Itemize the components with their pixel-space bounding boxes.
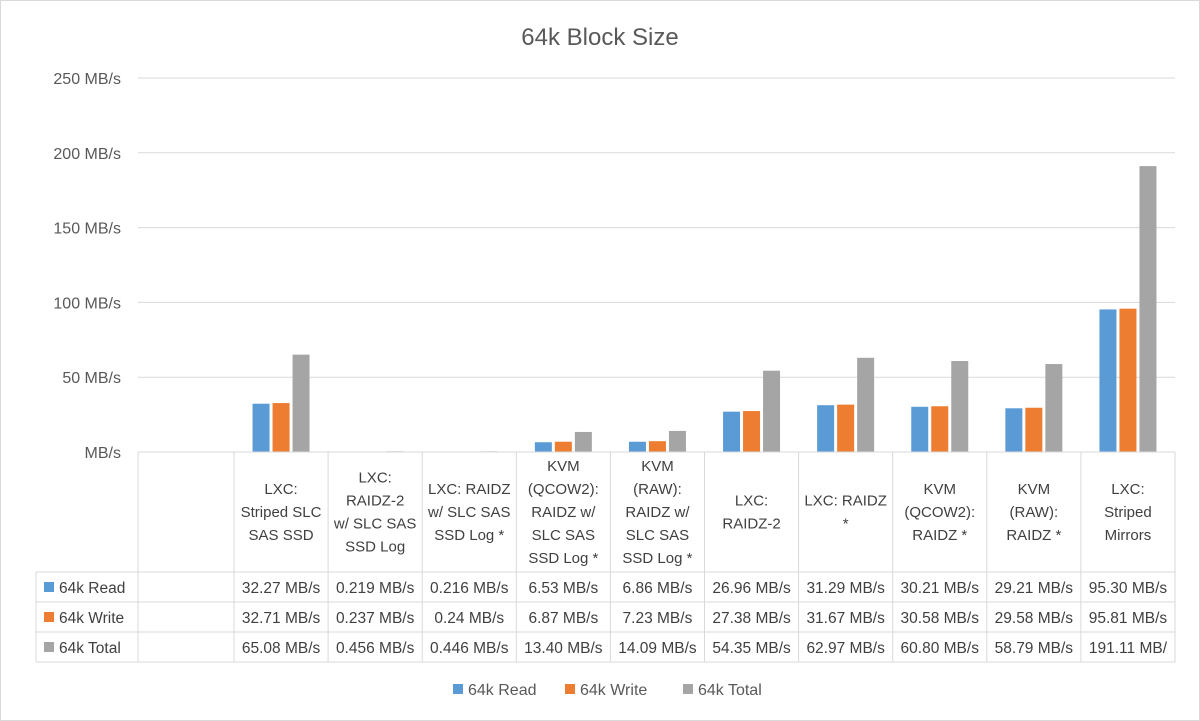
bar — [252, 403, 270, 452]
data-label: 95.30 MB/s — [1089, 580, 1168, 597]
data-label: 32.27 MB/s — [242, 580, 321, 597]
data-label: 191.11 MB/ — [1089, 640, 1168, 657]
legend-key — [565, 684, 575, 694]
bar — [911, 406, 929, 452]
data-label: 65.08 MB/s — [242, 640, 321, 657]
bars — [252, 166, 1157, 453]
data-label: 95.81 MB/s — [1089, 610, 1168, 627]
category-label: LXC: RAIDZ-2 — [722, 493, 780, 533]
y-axis-tick-labels: MB/s 50 MB/s 100 MB/s 150 MB/s 200 MB/s 250 M… — [53, 71, 121, 462]
data-label: 26.96 MB/s — [712, 580, 791, 597]
data-label: 6.87 MB/s — [528, 610, 598, 627]
data-label: 54.35 MB/s — [712, 640, 791, 657]
row-legend-key — [44, 612, 54, 622]
category-label: KVM (RAW): RAIDZ w/SLC SAS SSD Log * — [622, 458, 692, 567]
gridlines — [138, 77, 1175, 378]
row-series-label: 64k Read — [59, 580, 125, 597]
category-label: LXC: RAIDZ-2 w/ SLC SAS SSD Log — [333, 470, 417, 556]
legend-key — [683, 684, 693, 694]
bar — [554, 441, 572, 452]
data-label: 0.237 MB/s — [336, 610, 415, 627]
category-label: KVM (QCOW2): RAIDZ * — [904, 481, 975, 544]
data-label: 6.86 MB/s — [623, 580, 693, 597]
data-label: 7.23 MB/s — [623, 610, 693, 627]
bar — [1099, 309, 1117, 452]
bar — [1045, 364, 1063, 452]
y-tick-label: 150 MB/s — [53, 221, 121, 238]
row-legend-key — [44, 642, 54, 652]
category-label: LXC: RAIDZ * — [804, 493, 887, 533]
data-label: 29.21 MB/s — [995, 580, 1074, 597]
data-label: 30.58 MB/s — [901, 610, 980, 627]
data-label: 0.24 MB/s — [434, 610, 504, 627]
bar — [837, 404, 855, 452]
chart-title: 64k Block Size — [521, 24, 678, 51]
data-label: 13.40 MB/s — [524, 640, 603, 657]
row-legend-key — [44, 582, 54, 592]
bar — [857, 357, 875, 452]
data-label: 6.53 MB/s — [528, 580, 598, 597]
bar — [1025, 407, 1043, 452]
data-label: 0.216 MB/s — [430, 580, 509, 597]
data-label: 31.29 MB/s — [806, 580, 885, 597]
row-series-label: 64k Write — [59, 610, 124, 627]
y-tick-label: 200 MB/s — [53, 146, 121, 163]
bar — [743, 411, 761, 452]
data-label: 27.38 MB/s — [712, 610, 791, 627]
bar — [1005, 408, 1023, 452]
bar — [951, 361, 969, 452]
y-tick-label: 100 MB/s — [53, 295, 121, 312]
legend-entry: 64k Write — [580, 682, 647, 699]
category-label: LXC: Striped Mirrors — [1104, 481, 1152, 544]
data-label: 0.446 MB/s — [430, 640, 509, 657]
data-label: 30.21 MB/s — [901, 580, 980, 597]
data-label: 0.456 MB/s — [336, 640, 415, 657]
bar — [292, 354, 310, 452]
bar — [272, 403, 290, 452]
row-series-label: 64k Total — [59, 640, 121, 657]
bar — [1119, 308, 1137, 452]
data-label: 32.71 MB/s — [242, 610, 321, 627]
data-label: 29.58 MB/s — [995, 610, 1074, 627]
bar — [648, 441, 666, 452]
bar — [668, 430, 686, 452]
data-label: 14.09 MB/s — [618, 640, 697, 657]
y-tick-label: 50 MB/s — [62, 370, 121, 387]
data-label: 58.79 MB/s — [995, 640, 1074, 657]
category-label: KVM (RAW): RAIDZ * — [1006, 481, 1061, 544]
bar — [534, 442, 552, 452]
data-label: 0.219 MB/s — [336, 580, 415, 597]
data-label: 31.67 MB/s — [806, 610, 885, 627]
y-tick-label: MB/s — [85, 445, 121, 462]
category-label: LXC: RAIDZ w/ SLC SAS SSD Log * — [427, 481, 511, 544]
bar — [763, 370, 781, 452]
legend-entry: 64k Read — [468, 682, 537, 699]
data-label: 62.97 MB/s — [806, 640, 885, 657]
data-label: 60.80 MB/s — [901, 640, 980, 657]
category-label: KVM (QCOW2): RAIDZ w/SLC SAS SSD Log * — [528, 458, 599, 567]
bar — [1139, 166, 1157, 453]
bar — [628, 441, 646, 452]
bar — [723, 411, 741, 452]
category-label: LXC: Striped SLC SAS SSD — [241, 481, 322, 544]
y-tick-label: 250 MB/s — [53, 71, 121, 88]
legend-entry: 64k Total — [698, 682, 762, 699]
bar — [931, 406, 949, 452]
bar — [817, 405, 835, 452]
bar — [574, 431, 592, 452]
legend-key — [453, 684, 463, 694]
legend: 64k Read 64k Write 64k Total — [453, 682, 762, 699]
